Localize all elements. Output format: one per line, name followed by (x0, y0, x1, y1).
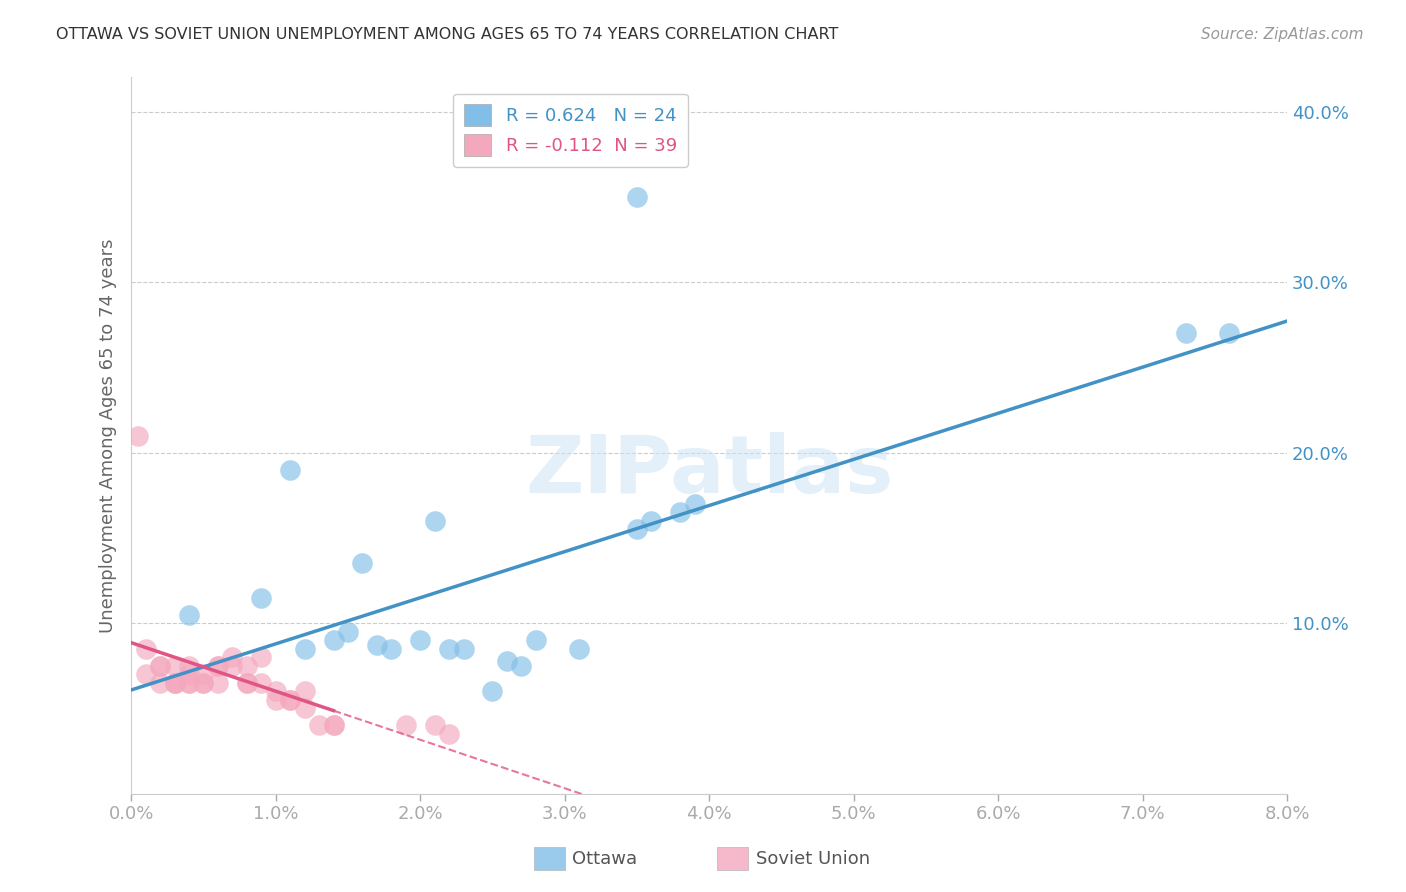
Text: Source: ZipAtlas.com: Source: ZipAtlas.com (1201, 27, 1364, 42)
Point (568, 641, 591, 656)
Point (250, 591, 273, 605)
Point (207, 676, 229, 690)
Point (149, 676, 172, 690)
Point (524, 633, 547, 648)
Point (437, 641, 460, 656)
Point (221, 658, 243, 673)
Legend: R = 0.624   N = 24, R = -0.112  N = 39: R = 0.624 N = 24, R = -0.112 N = 39 (453, 94, 688, 167)
Point (135, 641, 157, 656)
Point (177, 607, 200, 622)
Point (322, 718, 344, 732)
Point (669, 505, 692, 519)
Point (264, 693, 287, 707)
Point (163, 676, 186, 690)
Point (496, 654, 519, 668)
Point (177, 658, 200, 673)
Point (236, 658, 259, 673)
Point (236, 676, 259, 690)
Point (149, 658, 172, 673)
Point (1174, 326, 1197, 341)
Point (683, 497, 706, 511)
Point (127, 428, 149, 442)
Point (409, 633, 432, 648)
Point (395, 718, 418, 732)
Point (149, 658, 172, 673)
Point (626, 522, 648, 536)
Text: Soviet Union: Soviet Union (756, 850, 870, 868)
Point (193, 676, 215, 690)
Point (135, 667, 157, 681)
Point (250, 650, 273, 665)
Point (437, 727, 460, 741)
Y-axis label: Unemployment Among Ages 65 to 74 years: Unemployment Among Ages 65 to 74 years (100, 238, 117, 632)
Point (423, 514, 446, 528)
Point (193, 667, 215, 681)
Point (294, 684, 316, 698)
Point (193, 676, 215, 690)
Point (278, 463, 301, 477)
Point (177, 667, 200, 681)
Point (1218, 326, 1240, 341)
Point (380, 641, 402, 656)
Point (294, 701, 316, 715)
Point (163, 676, 186, 690)
Text: OTTAWA VS SOVIET UNION UNEMPLOYMENT AMONG AGES 65 TO 74 YEARS CORRELATION CHART: OTTAWA VS SOVIET UNION UNEMPLOYMENT AMON… (56, 27, 838, 42)
Point (250, 676, 273, 690)
Point (336, 624, 359, 639)
Point (294, 641, 316, 656)
Point (640, 514, 662, 528)
Point (510, 658, 533, 673)
Point (177, 676, 200, 690)
Point (163, 658, 186, 673)
Point (236, 676, 259, 690)
Point (481, 684, 503, 698)
Point (177, 676, 200, 690)
Text: ZIPatlas: ZIPatlas (524, 433, 893, 510)
Point (278, 693, 301, 707)
Point (352, 557, 374, 571)
Point (308, 718, 330, 732)
Point (207, 658, 229, 673)
Point (163, 676, 186, 690)
Point (423, 718, 446, 732)
Point (322, 633, 344, 648)
Point (453, 641, 475, 656)
Point (264, 684, 287, 698)
Point (221, 650, 243, 665)
Point (322, 718, 344, 732)
Point (626, 190, 648, 204)
Text: Ottawa: Ottawa (572, 850, 637, 868)
Point (207, 658, 229, 673)
Point (278, 693, 301, 707)
Point (366, 638, 388, 652)
